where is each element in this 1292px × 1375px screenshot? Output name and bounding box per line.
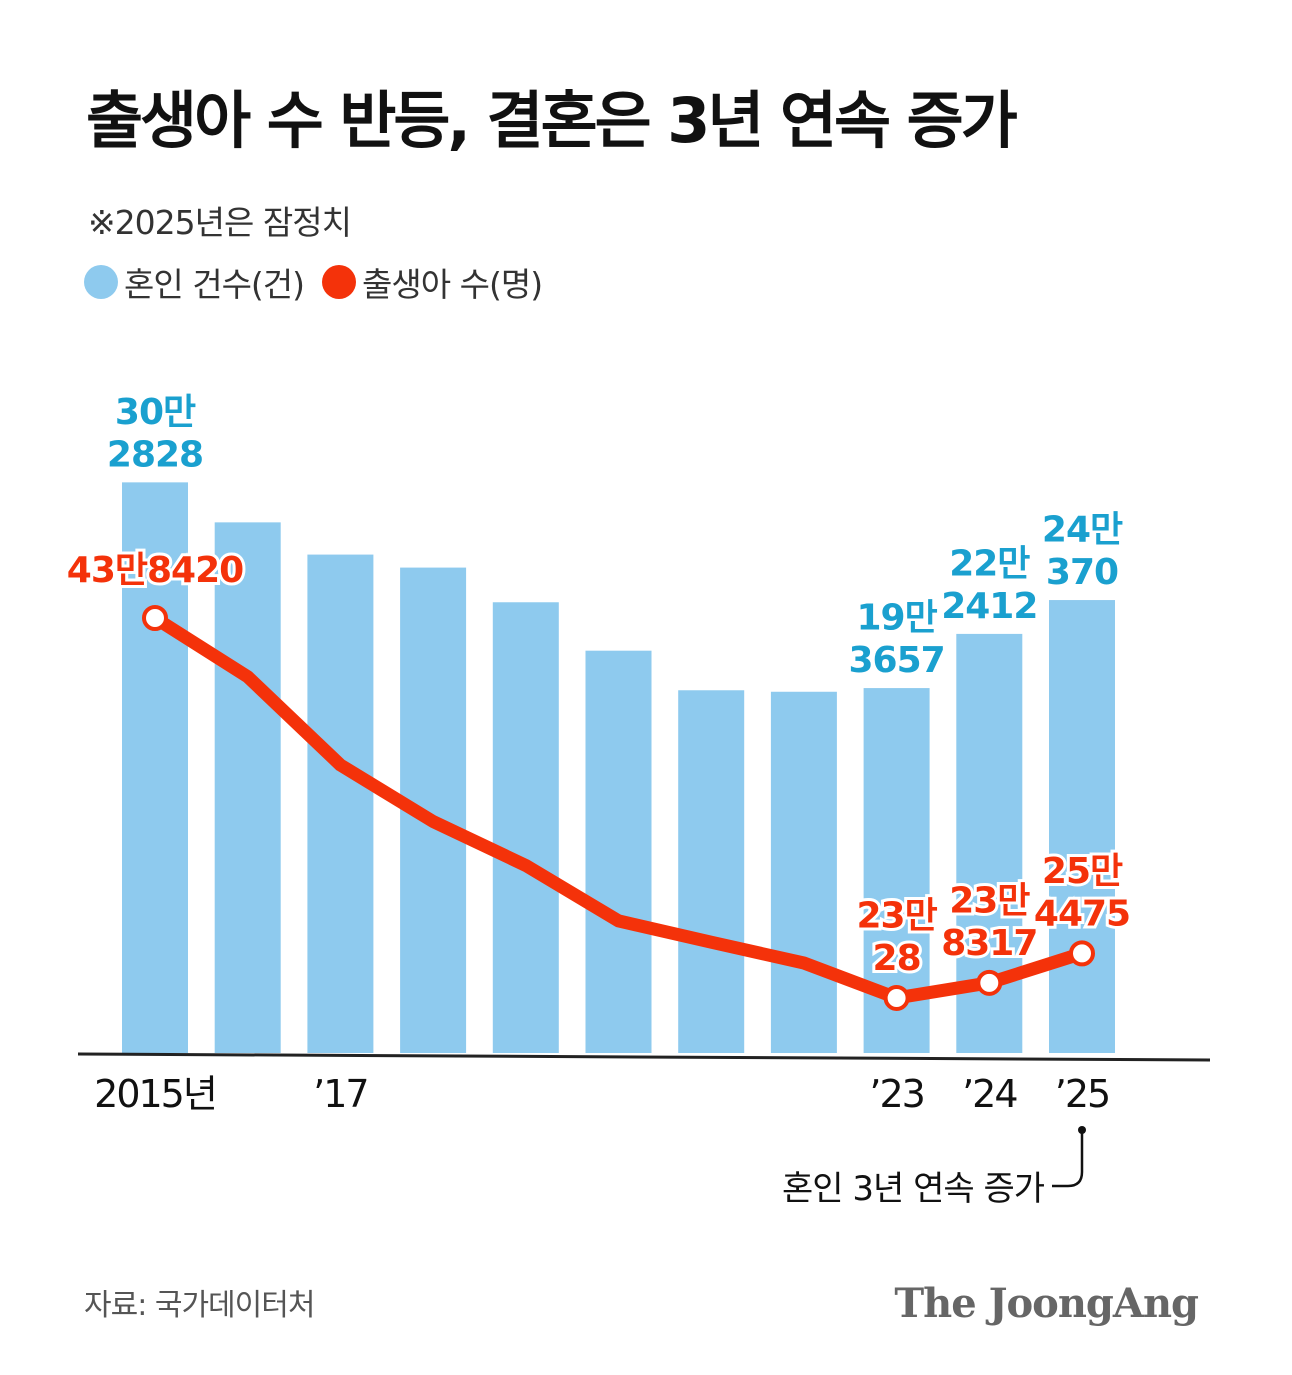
- marriage-value-label-2024-line-0: 22만: [949, 543, 1030, 584]
- births-marker-2015: [142, 605, 168, 631]
- x-axis-line: [77, 1052, 1211, 1062]
- births-value-label-2023-line-0: 23만: [856, 895, 937, 936]
- marriage-bar-2015: [122, 482, 188, 1053]
- marriage-bar-2025: [1049, 600, 1115, 1053]
- marriage-value-label-2025-line-1: 370: [1046, 552, 1118, 593]
- x-tick-label-2024: ’24: [962, 1072, 1017, 1116]
- marriage-value-label-2015-line-1: 2828: [107, 434, 203, 475]
- marriage-bar-2017: [307, 554, 374, 1053]
- provisional-note: ※2025년은 잠정치: [88, 203, 352, 242]
- legend-births-swatch: [322, 265, 357, 299]
- combo-chart: 30만282819만365722만241224만37043만842023만282…: [66, 391, 1211, 1209]
- births-value-label-2025-line-0: 25만: [1042, 851, 1123, 892]
- marriage-value-label-2023-line-0: 19만: [856, 598, 937, 639]
- marriage-value-label-2024-line-1: 2412: [941, 586, 1037, 627]
- births-line: [148, 611, 1089, 1005]
- births-marker-2024: [976, 969, 1003, 996]
- legend: 혼인 건수(건) 출생아 수(명): [84, 258, 550, 306]
- births-value-label-2025-line-1: 4475: [1034, 893, 1130, 934]
- marriage-value-label-2023-line-1: 3657: [848, 640, 944, 681]
- source-note: 자료: 국가데이터처: [84, 1288, 315, 1323]
- births-value-label-2024-line-1: 8317: [941, 923, 1037, 964]
- chart-title: 출생아 수 반등, 결혼은 3년 연속 증가: [86, 84, 1018, 157]
- x-tick-label-2025: ’25: [1055, 1072, 1109, 1116]
- legend-births-label: 출생아 수(명): [362, 265, 543, 304]
- births-value-label-2024-line-0: 23만: [949, 880, 1030, 921]
- legend-marriage-swatch: [84, 265, 118, 299]
- brand-logo: The JoongAng: [894, 1280, 1199, 1327]
- legend-marriage-label: 혼인 건수(건): [124, 265, 305, 304]
- x-tick-label-2015: 2015년: [94, 1072, 216, 1116]
- marriage-bar-2021: [678, 690, 745, 1053]
- births-marker-2025: [1069, 940, 1095, 967]
- births-value-label-2023-line-1: 28: [873, 938, 921, 979]
- marriage-bar-2022: [770, 691, 837, 1053]
- births-value-label-2015-line-0: 43만8420: [67, 550, 243, 591]
- marriage-value-label-2015-line-0: 30만: [115, 392, 196, 433]
- legend-item-marriage: 혼인 건수(건): [84, 258, 305, 306]
- marriage-bar-2016: [214, 522, 281, 1053]
- annotation-leader-line: [1052, 1130, 1084, 1188]
- marriage-value-label-2025-line-0: 24만: [1042, 510, 1123, 551]
- marriage-bar-2020: [585, 650, 652, 1053]
- annotation-text: 혼인 3년 연속 증가: [782, 1169, 1045, 1209]
- x-tick-label-2017: ’17: [313, 1072, 367, 1116]
- births-marker-2023: [883, 984, 910, 1011]
- x-tick-label-2023: ’23: [869, 1072, 923, 1116]
- marriage-bar-2019: [492, 602, 559, 1053]
- legend-item-births: 출생아 수(명): [322, 258, 543, 306]
